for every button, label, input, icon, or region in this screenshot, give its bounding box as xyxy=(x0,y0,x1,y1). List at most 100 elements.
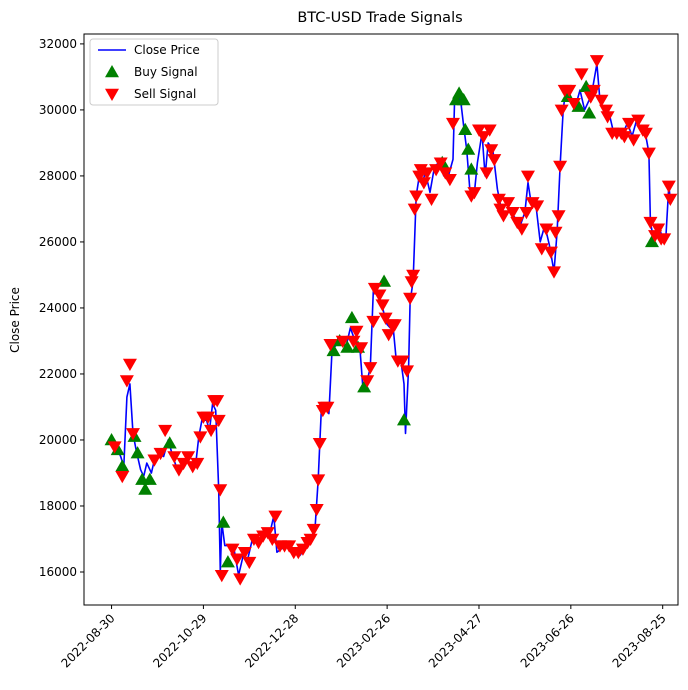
sell-signal-marker xyxy=(663,193,678,207)
sell-signal-marker xyxy=(282,540,297,553)
y-tick-label: 28000 xyxy=(39,169,77,183)
sell-signal-marker xyxy=(651,223,666,236)
sell-signal-marker xyxy=(638,127,653,141)
sell-signal-marker xyxy=(438,167,453,180)
sell-signal-marker xyxy=(643,216,658,230)
sell-signal-marker xyxy=(375,299,390,312)
sell-signal-marker xyxy=(505,206,520,220)
buy-signal-marker xyxy=(130,446,145,459)
sell-signal-marker xyxy=(381,329,396,342)
sell-signal-marker xyxy=(122,358,137,372)
sell-signal-marker xyxy=(354,342,369,355)
sell-signal-marker xyxy=(487,154,502,167)
sell-signal-marker xyxy=(599,104,614,117)
sell-signal-marker xyxy=(115,471,130,484)
sell-signal-marker xyxy=(378,312,393,325)
sell-signal-marker xyxy=(424,193,439,207)
buy-signal-marker xyxy=(456,93,471,106)
sell-signal-marker xyxy=(233,573,248,586)
sell-signal-marker xyxy=(479,167,494,180)
sell-signal-marker xyxy=(406,269,421,282)
legend-box xyxy=(89,38,219,106)
sell-signal-marker xyxy=(349,325,364,339)
buy-signal-marker xyxy=(458,122,473,135)
legend-label: Close Price xyxy=(134,43,200,57)
sell-signal-marker xyxy=(419,167,434,180)
sell-signal-marker xyxy=(214,570,229,583)
sell-signal-marker xyxy=(514,223,529,236)
sell-signal-marker xyxy=(323,339,338,352)
sell-signal-marker xyxy=(119,375,134,388)
sell-signal-marker xyxy=(158,424,173,438)
buy-signal-marker xyxy=(344,310,359,324)
sell-signal-marker xyxy=(167,451,182,464)
sell-signal-marker xyxy=(363,362,378,375)
sell-signal-marker xyxy=(237,546,252,560)
sell-signal-marker xyxy=(562,84,577,98)
sell-signal-marker xyxy=(589,55,604,68)
sell-signal-marker xyxy=(409,190,424,203)
legend-label: Buy Signal xyxy=(134,65,198,79)
sell-signal-marker xyxy=(622,117,637,131)
y-tick-label: 26000 xyxy=(39,235,77,249)
buy-signal-marker xyxy=(115,459,130,472)
sell-signal-marker xyxy=(657,233,672,246)
sell-signal-marker xyxy=(366,315,381,329)
buy-signal-marker xyxy=(142,472,157,485)
plot-inner xyxy=(104,55,678,586)
sell-signal-marker xyxy=(586,84,601,98)
sell-signal-marker xyxy=(476,131,491,144)
y-axis-title: Close Price xyxy=(8,287,22,353)
sell-signal-marker xyxy=(551,210,566,223)
sell-signal-marker xyxy=(311,474,326,487)
sell-signal-marker xyxy=(546,266,561,279)
sell-signal-marker xyxy=(520,170,535,183)
sell-signal-marker xyxy=(510,216,525,230)
sell-signal-marker xyxy=(519,206,534,220)
sell-signal-marker xyxy=(125,428,140,441)
sell-signal-marker xyxy=(210,395,225,408)
buy-signal-marker xyxy=(138,482,153,495)
sell-signal-marker xyxy=(320,401,335,414)
sell-signal-marker xyxy=(360,375,375,388)
sell-signal-marker xyxy=(554,104,569,117)
sell-signal-marker xyxy=(268,510,283,523)
legend-marker-buy xyxy=(105,65,119,78)
sell-signal-marker xyxy=(501,197,516,210)
sell-signal-marker xyxy=(153,447,168,461)
sell-signal-marker xyxy=(346,335,361,348)
sell-signal-marker xyxy=(412,170,427,183)
plot-area xyxy=(104,55,678,586)
y-tick-label: 16000 xyxy=(39,565,77,579)
buy-signal-marker xyxy=(216,515,231,528)
sell-signal-marker xyxy=(548,226,563,240)
sell-signal-marker xyxy=(539,223,554,236)
sell-signal-marker xyxy=(181,451,196,464)
sell-signal-marker xyxy=(403,292,418,306)
sell-signal-marker xyxy=(190,457,205,471)
sell-signal-marker xyxy=(445,117,460,131)
sell-signal-marker xyxy=(204,424,219,438)
sell-signal-marker xyxy=(491,193,506,207)
sell-signal-marker xyxy=(407,203,422,216)
sell-signal-marker xyxy=(641,147,656,160)
buy-signal-marker xyxy=(220,555,235,568)
legend-label: Sell Signal xyxy=(134,87,196,101)
y-tick-label: 32000 xyxy=(39,37,77,51)
sell-signal-marker xyxy=(566,98,581,111)
axes-frame xyxy=(83,33,679,606)
sell-signal-marker xyxy=(312,438,327,451)
sell-signal-marker xyxy=(661,180,676,193)
buy-signal-marker xyxy=(464,162,479,175)
sell-signal-marker xyxy=(395,355,410,368)
sell-signal-marker xyxy=(225,543,240,556)
y-tick-label: 30000 xyxy=(39,103,77,117)
sell-signal-marker xyxy=(211,414,226,428)
sell-signal-marker xyxy=(242,556,257,570)
sell-signal-marker xyxy=(600,111,615,124)
sell-signal-marker xyxy=(534,243,549,256)
sell-signal-marker xyxy=(530,200,545,213)
buy-signal-marker xyxy=(461,142,476,155)
sell-signal-marker xyxy=(626,134,641,147)
